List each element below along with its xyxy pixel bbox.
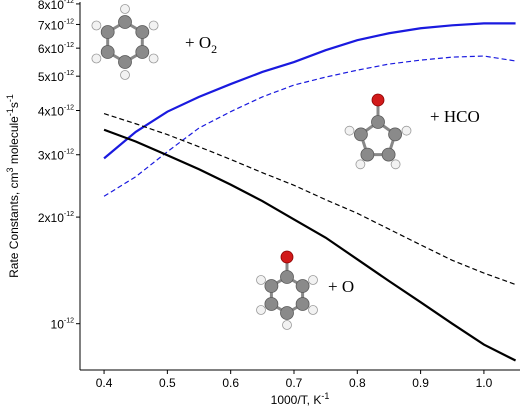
atom bbox=[355, 159, 366, 170]
y-axis-label-part: 3 bbox=[5, 168, 15, 173]
x-tick-label: 0.6 bbox=[222, 376, 239, 390]
y-tick-label-exp: -12 bbox=[64, 70, 74, 77]
atom bbox=[360, 147, 375, 162]
y-tick-label-base: 7x10 bbox=[38, 18, 64, 32]
annotation-text: + O bbox=[328, 277, 354, 296]
y-tick-label: 5x10-12 bbox=[38, 70, 74, 84]
molecule-phenoxy bbox=[256, 250, 318, 330]
x-tick-label: 0.4 bbox=[96, 376, 113, 390]
series-line bbox=[103, 113, 516, 286]
y-tick-label-base: 2x10 bbox=[38, 211, 64, 225]
y-tick-label: 10-12 bbox=[51, 318, 75, 332]
y-tick-label-base: 4x10 bbox=[38, 105, 64, 119]
atom bbox=[280, 270, 294, 284]
x-tick-label: 0.5 bbox=[159, 376, 176, 390]
molecule-benzene bbox=[91, 4, 159, 80]
atom bbox=[148, 53, 159, 64]
y-tick-label-base: 8x10 bbox=[38, 0, 64, 12]
y-tick-label: 2x10-12 bbox=[38, 211, 74, 225]
atom bbox=[353, 127, 368, 142]
annotation-text: + HCO bbox=[430, 107, 480, 126]
atom bbox=[256, 275, 266, 285]
y-tick-label-exp: -12 bbox=[64, 149, 74, 156]
atom bbox=[344, 125, 355, 136]
x-axis-label-part: 1000/T, K bbox=[271, 393, 322, 407]
x-tick-label: 0.7 bbox=[286, 376, 303, 390]
y-tick-label-exp: -12 bbox=[64, 318, 74, 325]
atom bbox=[91, 53, 102, 64]
y-axis-label: Rate Constants, cm3 molecule-1s-1 bbox=[5, 94, 21, 278]
y-tick-label-exp: -12 bbox=[64, 211, 74, 218]
y-tick-label-exp: -12 bbox=[64, 42, 74, 49]
y-axis-label-part: -1 bbox=[5, 108, 15, 116]
series-line bbox=[103, 22, 516, 160]
atom bbox=[308, 305, 318, 315]
atom bbox=[280, 306, 294, 320]
atom bbox=[390, 159, 401, 170]
atom bbox=[91, 20, 102, 31]
y-tick-label: 6x10-12 bbox=[38, 42, 74, 56]
y-tick-label-base: 5x10 bbox=[38, 70, 64, 84]
series-line bbox=[103, 128, 517, 362]
annotation: + HCO bbox=[430, 107, 480, 126]
x-tick-label: 1.0 bbox=[476, 376, 493, 390]
atom bbox=[381, 147, 396, 162]
y-axis-label-part: molecule bbox=[7, 116, 21, 168]
x-axis-label: 1000/T, K-1 bbox=[271, 391, 330, 407]
y-axis-label-part: -1 bbox=[5, 94, 15, 102]
atom bbox=[371, 115, 385, 129]
atom bbox=[401, 125, 412, 136]
annotation: + O bbox=[328, 277, 354, 296]
y-axis-label-part: Rate Constants, cm bbox=[7, 173, 21, 278]
y-tick-label: 4x10-12 bbox=[38, 105, 74, 119]
atom bbox=[118, 55, 132, 69]
annotation: + O2 bbox=[185, 33, 217, 56]
y-tick-label: 8x10-12 bbox=[38, 0, 74, 12]
atom bbox=[148, 20, 159, 31]
x-tick-label: 0.8 bbox=[349, 376, 366, 390]
series-line bbox=[103, 55, 516, 197]
atom bbox=[100, 25, 115, 39]
atom bbox=[118, 15, 132, 29]
atom bbox=[120, 70, 130, 80]
x-axis-label-part: -1 bbox=[321, 391, 329, 401]
atom bbox=[264, 297, 279, 311]
y-tick-label-base: 10 bbox=[51, 318, 65, 332]
y-tick-label: 3x10-12 bbox=[38, 149, 74, 163]
atom bbox=[388, 127, 403, 142]
y-tick-label-exp: -12 bbox=[64, 18, 74, 25]
y-tick-label-exp: -12 bbox=[64, 105, 74, 112]
atom bbox=[100, 45, 115, 59]
annotation-sub: 2 bbox=[211, 42, 217, 56]
atom bbox=[282, 320, 292, 330]
atom bbox=[135, 45, 150, 59]
atom bbox=[308, 275, 318, 285]
y-tick-label-base: 3x10 bbox=[38, 149, 64, 163]
atom bbox=[295, 297, 310, 311]
y-tick-label-base: 6x10 bbox=[38, 42, 64, 56]
atom bbox=[120, 4, 130, 14]
x-tick-label: 0.9 bbox=[412, 376, 429, 390]
atom bbox=[371, 93, 385, 107]
molecule-cyclopentadienone bbox=[344, 93, 412, 170]
atom bbox=[135, 25, 150, 39]
y-tick-label: 7x10-12 bbox=[38, 18, 74, 32]
atom bbox=[280, 250, 294, 264]
annotation-text: + O bbox=[185, 33, 211, 52]
atom bbox=[256, 305, 266, 315]
atom bbox=[295, 279, 310, 293]
y-tick-label-exp: -12 bbox=[64, 0, 74, 5]
y-axis-label-part: s bbox=[7, 102, 21, 108]
atom bbox=[264, 279, 279, 293]
